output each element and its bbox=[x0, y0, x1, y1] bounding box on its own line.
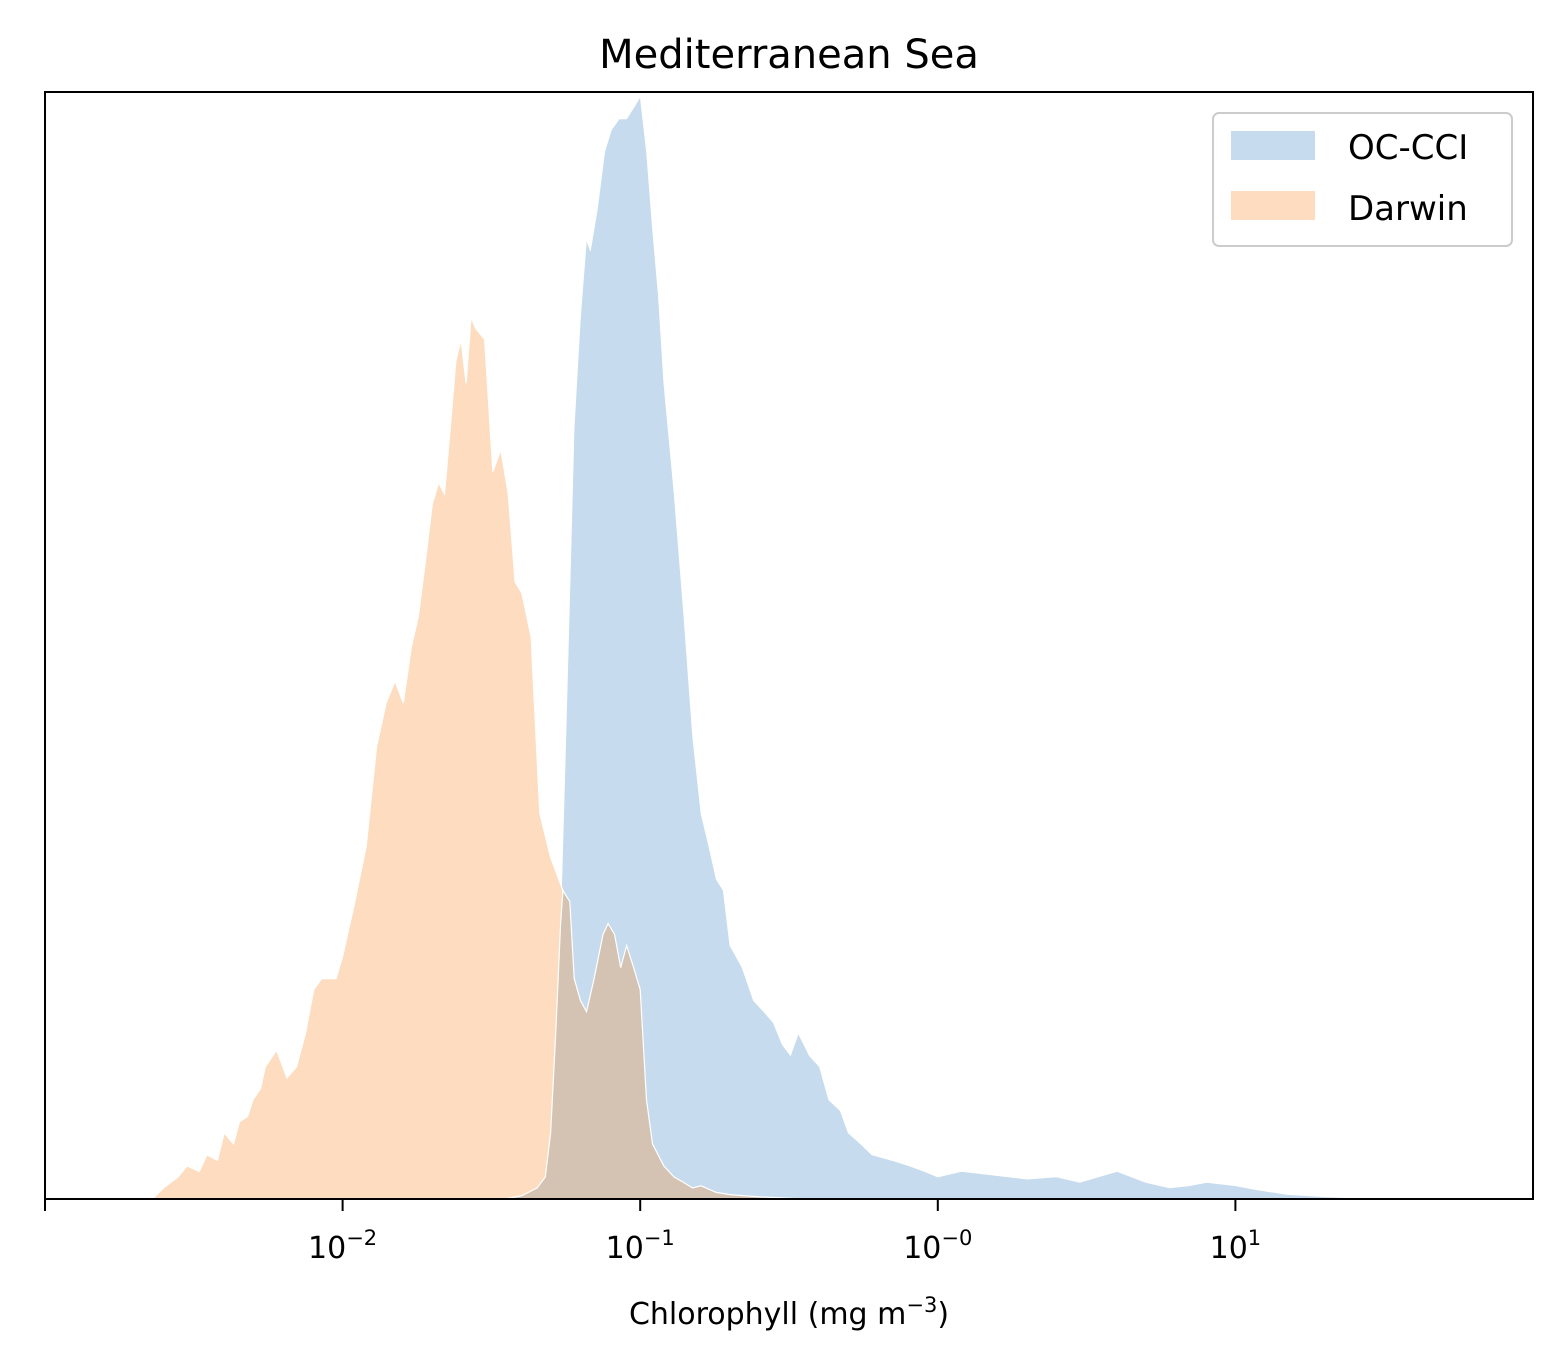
series-area-oc-cci bbox=[504, 96, 1378, 1200]
legend-swatch-darwin bbox=[1231, 191, 1315, 220]
plot-area bbox=[44, 91, 1534, 1200]
legend: OC-CCI Darwin bbox=[1212, 112, 1513, 247]
legend-label-oc-cci: OC-CCI bbox=[1348, 128, 1468, 168]
legend-swatch-oc-cci bbox=[1231, 131, 1315, 160]
x-tick-label-1: 10−1 bbox=[606, 1226, 675, 1266]
x-tick-label-2: 10−0 bbox=[903, 1226, 972, 1266]
legend-label-darwin: Darwin bbox=[1348, 189, 1468, 229]
x-axis-label-text: Chlorophyll (mg m bbox=[629, 1297, 906, 1332]
plot-frame bbox=[44, 91, 1534, 1200]
x-tick-label-0: 10−2 bbox=[308, 1226, 377, 1266]
series-layer bbox=[151, 96, 1378, 1200]
x-axis-label: Chlorophyll (mg m−3) bbox=[629, 1293, 949, 1332]
chart-title: Mediterranean Sea bbox=[599, 32, 979, 78]
x-axis: 10−2 10−1 10−0 101 bbox=[44, 1199, 1262, 1266]
x-axis-label-superscript: −3 bbox=[906, 1293, 937, 1317]
series-area-overlap bbox=[504, 888, 803, 1200]
x-tick-label-3: 101 bbox=[1210, 1226, 1262, 1266]
x-axis-label-suffix: ) bbox=[937, 1297, 949, 1332]
